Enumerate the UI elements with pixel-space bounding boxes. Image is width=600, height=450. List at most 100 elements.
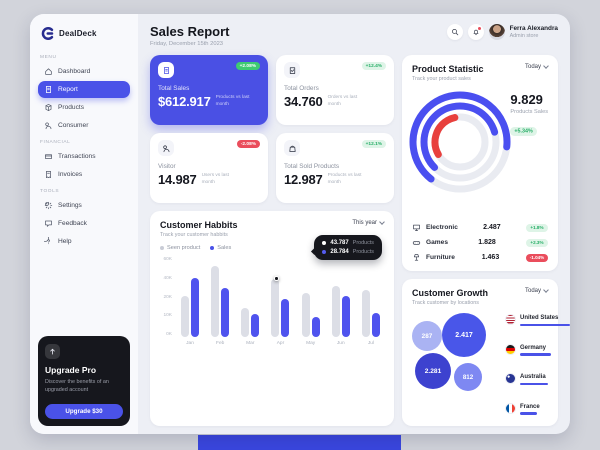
bell-icon bbox=[473, 29, 478, 36]
stat-card-total-orders[interactable]: +12.4% Total Orders 34.760 Orders vs last m… bbox=[276, 55, 394, 125]
products-sales-total: 9.829 bbox=[510, 92, 543, 107]
legend-dot bbox=[160, 246, 164, 250]
sidebar-item-label: Feedback bbox=[58, 220, 87, 227]
sidebar-item-label: Transactions bbox=[58, 153, 96, 160]
sales-bar bbox=[191, 278, 199, 337]
sidebar-item-feedback[interactable]: Feedback bbox=[38, 215, 130, 232]
sidebar-item-settings[interactable]: Settings bbox=[38, 197, 130, 214]
sidebar-item-report[interactable]: Report bbox=[38, 81, 130, 98]
dealdeck-logo-icon bbox=[41, 27, 54, 40]
main-content: Sales Report Friday, December 15th 2023 bbox=[138, 14, 570, 434]
stat-card-top: +12.1% bbox=[284, 140, 386, 156]
product-badge: +2.3% bbox=[526, 238, 548, 247]
upgrade-button[interactable]: Upgrade $30 bbox=[45, 404, 123, 419]
country-row-united-states: United States bbox=[506, 315, 570, 326]
sales-bar bbox=[251, 314, 260, 337]
bar-group-mar: Mar bbox=[241, 257, 260, 419]
country-name: France bbox=[520, 403, 540, 410]
product-statistic-subtitle: Track your product sales bbox=[412, 76, 471, 82]
bar-group-jul: Jul bbox=[361, 257, 380, 419]
product-name: Electronic bbox=[426, 224, 458, 231]
upgrade-icon bbox=[45, 343, 60, 359]
product-statistic-card: Product Statistic Track your product sal… bbox=[402, 55, 558, 271]
customer-growth-period-dropdown[interactable]: Today bbox=[525, 287, 549, 294]
country-progress-bar bbox=[520, 353, 551, 356]
stat-badge: +2.08% bbox=[235, 62, 260, 70]
sidebar-item-dashboard[interactable]: Dashboard bbox=[38, 63, 130, 80]
bar-group-apr: Apr bbox=[271, 257, 290, 419]
legend-dot bbox=[210, 246, 215, 250]
legend-label: Sales bbox=[217, 245, 232, 251]
sidebar-item-label: Report bbox=[58, 86, 78, 93]
chevron-down-icon bbox=[543, 63, 549, 69]
tooltip-value: 43.787 bbox=[330, 240, 349, 246]
visitor-icon bbox=[162, 144, 169, 152]
customer-growth-card: Customer Growth Track customer by locati… bbox=[402, 279, 570, 426]
growth-bubble: 2.281 bbox=[415, 353, 451, 389]
sidebar-item-label: Settings bbox=[58, 202, 82, 209]
product-statistic-period-dropdown[interactable]: Today bbox=[525, 63, 549, 70]
stat-card-top: +2.08% bbox=[158, 62, 260, 78]
tooltip-row: 43.787 Products bbox=[322, 240, 374, 246]
stat-card-total-sales[interactable]: +2.08% Total Sales $612.917 Products vs las… bbox=[150, 55, 268, 125]
country-name: Australia bbox=[520, 374, 546, 381]
country-info: Germany bbox=[520, 345, 551, 356]
tooltip-value: 28.784 bbox=[330, 249, 349, 255]
tooltip-row: 28.784 Products bbox=[322, 249, 374, 255]
tooltip-unit: Products bbox=[352, 240, 374, 246]
sales-bar bbox=[281, 299, 290, 337]
tooltip-unit: Products bbox=[352, 249, 374, 255]
product-value: 1.463 bbox=[481, 254, 500, 261]
bars-pair bbox=[241, 257, 260, 337]
invoices-icon bbox=[46, 170, 51, 179]
avatar[interactable] bbox=[488, 24, 505, 40]
stat-value-row: $612.917 Products vs last month bbox=[158, 94, 260, 109]
bubble-chart: 2.417 287 2.281 812 bbox=[412, 313, 498, 417]
stat-card-top: +12.4% bbox=[284, 62, 386, 78]
bar-group-jan: Jan bbox=[181, 257, 199, 419]
stat-card-visitor[interactable]: -2.08% Visitor 14.987 Users vs last month bbox=[150, 133, 268, 203]
stat-card-top: -2.08% bbox=[158, 140, 260, 156]
germany-flag-icon bbox=[506, 344, 515, 354]
sidebar: DealDeck MENU Dashboard Report Products Cons… bbox=[30, 14, 138, 434]
legend-item-sales: Sales bbox=[210, 245, 231, 251]
product-row-furniture: Furniture 1.463 -1.04% bbox=[412, 253, 548, 262]
sidebar-item-products[interactable]: Products bbox=[38, 99, 130, 116]
upgrade-description: Discover the benefits of an upgraded acc… bbox=[45, 378, 109, 393]
dashboard-icon bbox=[45, 68, 52, 75]
stat-card-total-sold-products[interactable]: +12.1% Total Sold Products 12.987 Products … bbox=[276, 133, 394, 203]
stat-value: 34.760 bbox=[284, 94, 323, 109]
france-flag-icon bbox=[506, 403, 515, 413]
sidebar-item-label: Products bbox=[58, 104, 85, 111]
sidebar-item-consumer[interactable]: Consumer bbox=[38, 117, 130, 134]
sales-icon-box bbox=[158, 62, 174, 78]
sidebar-item-label: Help bbox=[58, 238, 72, 245]
sidebar-item-transactions[interactable]: Transactions bbox=[38, 148, 130, 165]
habits-period-dropdown[interactable]: This year bbox=[352, 219, 385, 226]
products-sales-badge: +5.34% bbox=[510, 126, 537, 136]
sidebar-item-help[interactable]: Help bbox=[38, 233, 130, 250]
country-progress-bar bbox=[520, 382, 548, 386]
x-tick-label: Jan bbox=[186, 341, 194, 346]
gamepad-icon bbox=[412, 241, 421, 245]
sidebar-item-invoices[interactable]: Invoices bbox=[38, 166, 130, 183]
country-info: France bbox=[520, 404, 540, 415]
logo[interactable]: DealDeck bbox=[38, 24, 130, 49]
seen-product-bar bbox=[331, 286, 340, 337]
y-tick-label: 0K bbox=[166, 332, 172, 337]
notifications-button[interactable] bbox=[467, 24, 484, 40]
chevron-down-icon bbox=[543, 287, 549, 293]
search-button[interactable] bbox=[446, 24, 463, 40]
product-name: Games bbox=[426, 239, 448, 246]
stat-value-row: 14.987 Users vs last month bbox=[158, 172, 260, 187]
x-tick-label: Jul bbox=[367, 341, 374, 346]
product-statistic-title: Product Statistic bbox=[412, 64, 484, 74]
y-tick-label: 20K bbox=[163, 294, 172, 300]
bars-pair bbox=[301, 257, 320, 337]
page-date: Friday, December 15th 2023 bbox=[150, 41, 224, 47]
growth-bubble: 287 bbox=[412, 321, 442, 351]
bars-pair bbox=[331, 257, 350, 337]
tooltip-marker-dot bbox=[274, 276, 279, 281]
tooltip-dot bbox=[322, 250, 327, 254]
